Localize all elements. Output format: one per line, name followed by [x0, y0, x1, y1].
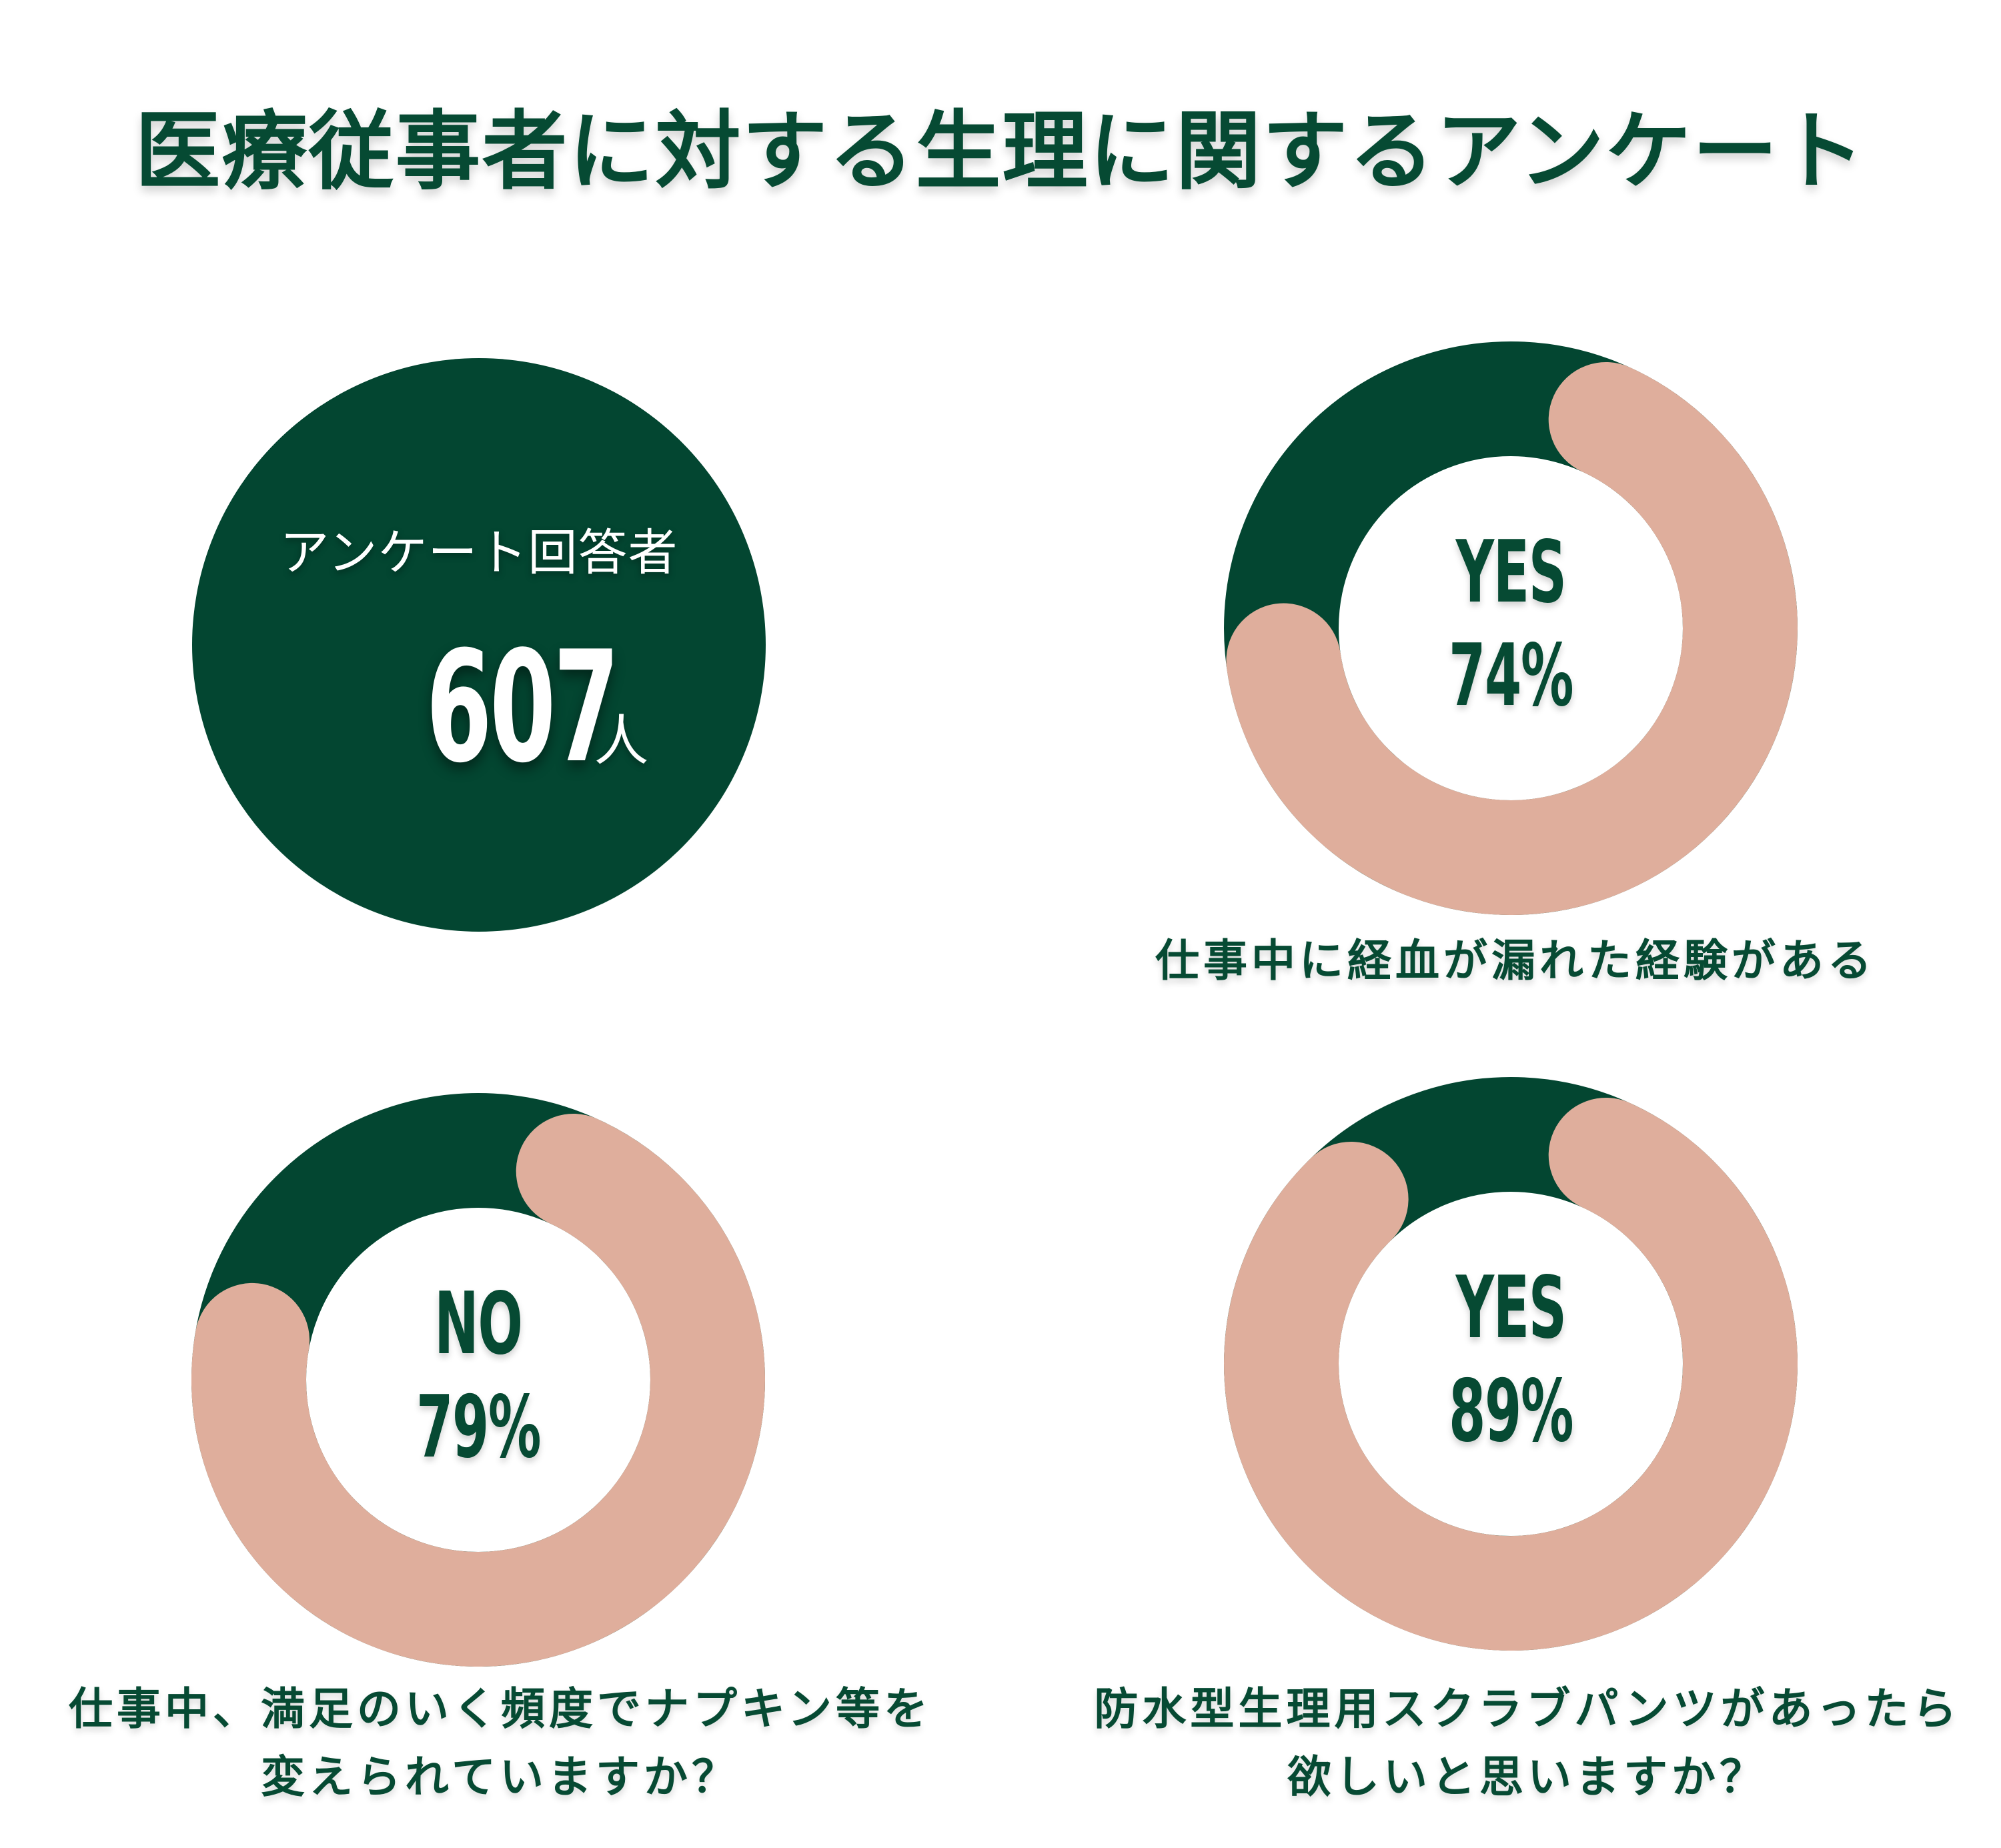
donut-percent-label: 74% — [1448, 626, 1573, 726]
caption-line: 防水型生理用スクラブパンツがあったら — [1094, 1683, 1961, 1735]
donut-percent-label: 79% — [416, 1378, 541, 1477]
donut-percent-label: 89% — [1448, 1362, 1573, 1461]
respondent-count: 607 — [426, 619, 620, 797]
donut-caption-leak-experience: 仕事中に経血が漏れた経験がある — [1115, 927, 1916, 995]
caption-line: 仕事中に経血が漏れた経験がある — [1155, 935, 1876, 986]
donut-answer-label: YES — [1455, 1258, 1566, 1358]
caption-line: 仕事中、満足のいく頻度でナプキン等を — [68, 1683, 932, 1735]
donut-arc — [1224, 1098, 1798, 1651]
respondent-label: アンケート回答者 — [279, 524, 678, 582]
donut-svg — [1224, 1077, 1798, 1651]
respondent-unit: 人 — [594, 710, 649, 773]
donut-svg — [191, 1093, 765, 1667]
donut-chart-napkin-frequency: NO 79% — [191, 1093, 765, 1667]
donut-answer-label: YES — [1455, 523, 1566, 622]
donut-chart-leak-experience: YES 74% — [1224, 341, 1798, 915]
donut-caption-scrub-pants-demand: 防水型生理用スクラブパンツがあったら 欲しいと思いますか？ — [1061, 1675, 1994, 1811]
donut-answer-label: NO — [434, 1274, 523, 1374]
donut-arc — [1226, 362, 1798, 915]
donut-caption-napkin-frequency: 仕事中、満足のいく頻度でナプキン等を 変えられていますか？ — [40, 1675, 960, 1811]
donut-svg — [1224, 341, 1798, 915]
donut-arc — [191, 1114, 765, 1667]
page-title: 医療従事者に対する生理に関するアンケート — [135, 102, 1866, 201]
respondent-count-row: 607 人 — [192, 622, 766, 795]
respondent-count-circle: アンケート回答者 607 人 — [192, 358, 766, 932]
caption-line: 変えられていますか？ — [260, 1751, 740, 1803]
caption-line: 欲しいと思いますか？ — [1287, 1751, 1768, 1803]
donut-chart-scrub-pants-demand: YES 89% — [1224, 1077, 1798, 1651]
